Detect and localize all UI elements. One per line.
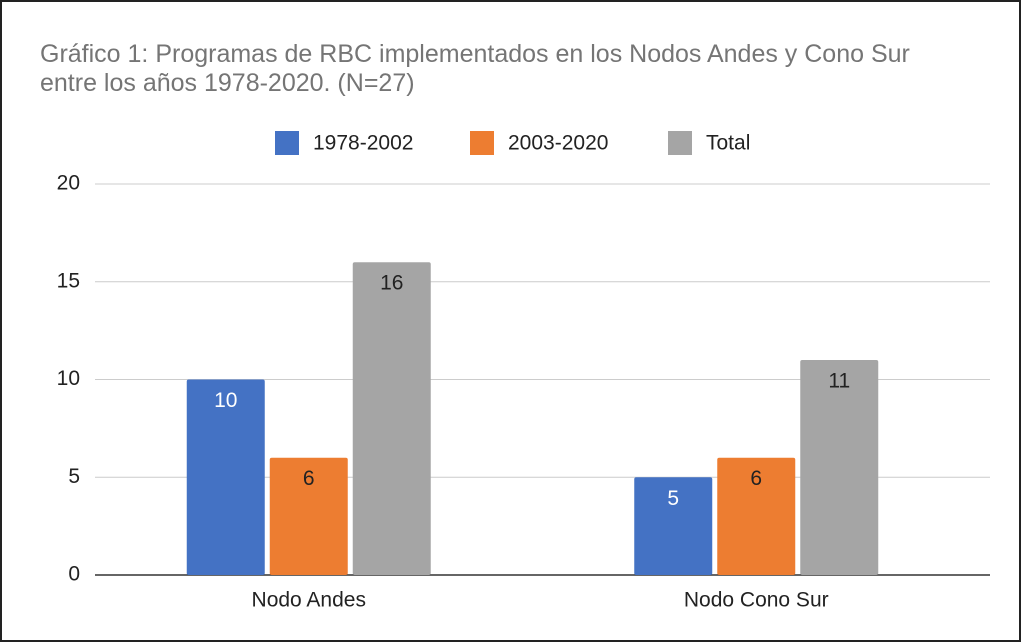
data-label: 11 [828, 369, 850, 392]
legend-swatch [470, 131, 494, 155]
bar [634, 477, 713, 575]
data-label: 6 [303, 467, 315, 490]
data-label: 6 [750, 467, 762, 490]
chart-title: Gráfico 1: Programas de RBC implementado… [40, 40, 910, 97]
bar [269, 457, 348, 575]
legend-label: 1978-2002 [313, 132, 413, 155]
y-tick-label: 10 [57, 367, 80, 390]
y-tick-label: 20 [57, 172, 80, 195]
legend-swatch [668, 131, 692, 155]
data-label: 16 [380, 272, 403, 295]
y-tick-label: 5 [68, 465, 80, 488]
bar [186, 379, 265, 575]
data-label: 10 [214, 389, 237, 412]
bar [717, 457, 796, 575]
x-tick-label: Nodo Cono Sur [684, 589, 829, 612]
bar [352, 262, 431, 575]
legend-label: 2003-2020 [508, 132, 608, 155]
legend-label: Total [706, 132, 750, 155]
y-tick-label: 15 [57, 269, 80, 292]
bar [800, 359, 879, 575]
y-tick-label: 0 [68, 563, 80, 586]
data-label: 5 [667, 487, 679, 510]
legend-swatch [275, 131, 299, 155]
x-tick-label: Nodo Andes [252, 589, 366, 612]
